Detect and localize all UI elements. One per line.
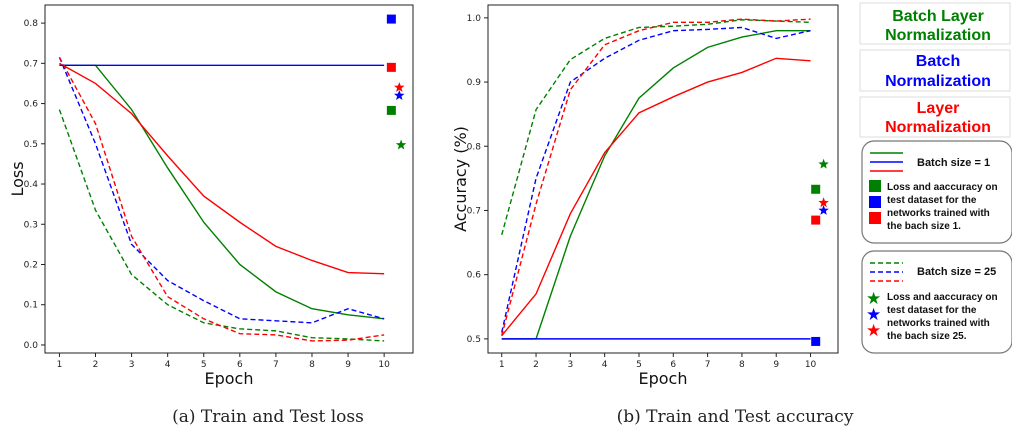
loss-x-tick-label: 2 <box>93 360 99 370</box>
loss-series-solid-green <box>59 64 385 320</box>
legend-title-layer-line2: Normalization <box>885 119 991 136</box>
loss-y-tick-label: 0.7 <box>24 59 38 69</box>
caption-a: (a) Train and Test loss <box>172 407 364 427</box>
accuracy-x-tick-label: 1 <box>499 360 505 370</box>
accuracy-chart: 1 2 3 4 5 6 7 8 9 10 0.5 0.6 0.7 0.8 0.9 1.0 Epoch Accu… <box>451 4 839 388</box>
loss-series-dashed-green <box>58 109 385 342</box>
legend-title-layer-line1: Layer <box>917 100 960 117</box>
legend-box1-line2: test dataset for the <box>887 195 977 206</box>
accuracy-x-tick-label: 9 <box>773 360 779 370</box>
legend-box2-line4: the bach size 25. <box>887 331 967 342</box>
accuracy-test-star-red <box>818 197 829 208</box>
legend-title-batch-layer: Batch Layer Normalization <box>859 2 1011 45</box>
legend-title-batch-layer-line2: Normalization <box>885 27 991 44</box>
loss-test-square-red <box>386 62 396 72</box>
loss-x-tick-label: 4 <box>165 360 171 370</box>
loss-test-square-blue <box>386 14 396 24</box>
loss-test-star-blue <box>394 90 405 100</box>
legend-square-green <box>869 180 881 192</box>
loss-y-tick-label: 0.3 <box>24 220 38 230</box>
loss-x-tick-label: 6 <box>237 360 243 370</box>
accuracy-test-square-red <box>811 215 821 225</box>
accuracy-x-tick-label: 4 <box>602 360 608 370</box>
legend-box2-line1: Loss and aaccuracy on <box>887 292 998 303</box>
accuracy-test-square-blue <box>811 336 821 346</box>
loss-test-square-green <box>386 105 396 115</box>
legend-title-batch: Batch Normalization <box>859 49 1011 92</box>
accuracy-x-axis-label: Epoch <box>639 369 688 388</box>
accuracy-y-tick-label: 1.0 <box>467 14 482 24</box>
accuracy-x-tick-label: 2 <box>533 360 539 370</box>
loss-x-tick-label: 3 <box>129 360 135 370</box>
legend-square-red <box>869 212 881 224</box>
loss-x-axis-label: Epoch <box>205 369 254 388</box>
loss-x-tick-label: 10 <box>378 360 390 370</box>
legend-box1-line3: networks trained with <box>887 208 990 219</box>
legend-title-layer: Layer Normalization <box>859 96 1011 138</box>
accuracy-y-tick-label: 0.9 <box>467 78 482 88</box>
legend: Batch Layer Normalization Batch Normaliz… <box>859 2 1012 354</box>
legend-box2-title: Batch size = 25 <box>917 266 996 278</box>
accuracy-test-square-green <box>811 184 821 194</box>
legend-box-batch-size-1: Batch size = 1 Loss and aaccuracy on tes… <box>861 140 1012 244</box>
accuracy-series-dashed-blue <box>501 26 811 333</box>
accuracy-y-axis-label: Accuracy (%) <box>451 126 470 232</box>
legend-square-blue <box>869 196 881 208</box>
legend-star-green-icon: ★ <box>866 289 881 309</box>
accuracy-y-tick-label: 0.7 <box>467 206 481 216</box>
accuracy-x-tick-label: 6 <box>670 360 676 370</box>
accuracy-test-star-green <box>818 158 829 169</box>
accuracy-y-tick-label: 0.6 <box>467 271 482 281</box>
loss-test-star-green <box>395 139 407 150</box>
accuracy-x-tick-label: 3 <box>567 360 573 370</box>
loss-test-star-red <box>394 81 405 92</box>
loss-series-dashed-red <box>58 56 385 342</box>
loss-y-tick-label: 0.6 <box>24 100 39 110</box>
loss-series-dashed-blue <box>58 57 385 324</box>
caption-b: (b) Train and Test accuracy <box>617 407 854 427</box>
accuracy-series-dashed-red <box>501 18 811 336</box>
loss-y-tick-label: 0.8 <box>24 19 39 29</box>
legend-box-batch-size-25: Batch size = 25 ★ ★ ★ Loss and aaccuracy… <box>861 250 1012 354</box>
loss-y-tick-label: 0.4 <box>24 180 39 190</box>
accuracy-x-tick-label: 7 <box>705 360 711 370</box>
loss-y-axis-label: Loss <box>8 161 27 196</box>
loss-y-tick-label: 0.1 <box>24 301 38 311</box>
loss-y-tick-label: 0.2 <box>24 260 38 270</box>
legend-box2-line2: test dataset for the <box>887 305 977 316</box>
legend-box1-title: Batch size = 1 <box>917 157 990 169</box>
loss-y-tick-label: 0.0 <box>24 341 39 351</box>
accuracy-x-tick-label: 8 <box>739 360 745 370</box>
accuracy-y-tick-label: 0.8 <box>467 142 482 152</box>
accuracy-test-star-blue <box>818 204 829 215</box>
accuracy-plot-frame <box>487 4 839 354</box>
loss-series-solid-red <box>59 62 385 275</box>
legend-box1-line4: the bach size 1. <box>887 221 961 232</box>
accuracy-series-solid-red <box>501 57 811 337</box>
legend-title-batch-line2: Normalization <box>885 73 991 90</box>
legend-star-blue-icon: ★ <box>866 305 881 325</box>
legend-box1-line1: Loss and aaccuracy on <box>887 182 998 193</box>
loss-plot-frame <box>44 4 414 354</box>
loss-x-tick-label: 8 <box>309 360 315 370</box>
loss-y-tick-label: 0.5 <box>24 140 38 150</box>
legend-title-batch-line1: Batch <box>916 53 960 70</box>
accuracy-x-tick-label: 5 <box>636 360 642 370</box>
loss-chart: 1 2 3 4 5 6 7 8 9 10 0.0 0.1 0.2 0.3 0.4 0.5 0.6 0.7 0.8 E… <box>8 4 414 388</box>
legend-title-batch-layer-line1: Batch Layer <box>892 8 984 25</box>
loss-x-tick-label: 7 <box>273 360 279 370</box>
legend-box2-line3: networks trained with <box>887 318 990 329</box>
accuracy-series-solid-green <box>501 29 811 340</box>
accuracy-x-tick-label: 10 <box>805 360 817 370</box>
loss-x-tick-label: 9 <box>345 360 351 370</box>
loss-x-tick-label: 1 <box>57 360 63 370</box>
legend-star-red-icon: ★ <box>866 321 881 341</box>
accuracy-series-dashed-green <box>501 19 811 236</box>
loss-x-tick-label: 5 <box>201 360 207 370</box>
accuracy-y-tick-label: 0.5 <box>467 335 481 345</box>
